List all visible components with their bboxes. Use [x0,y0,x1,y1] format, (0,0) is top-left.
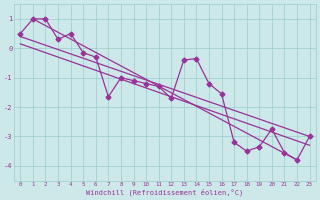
X-axis label: Windchill (Refroidissement éolien,°C): Windchill (Refroidissement éolien,°C) [86,188,244,196]
